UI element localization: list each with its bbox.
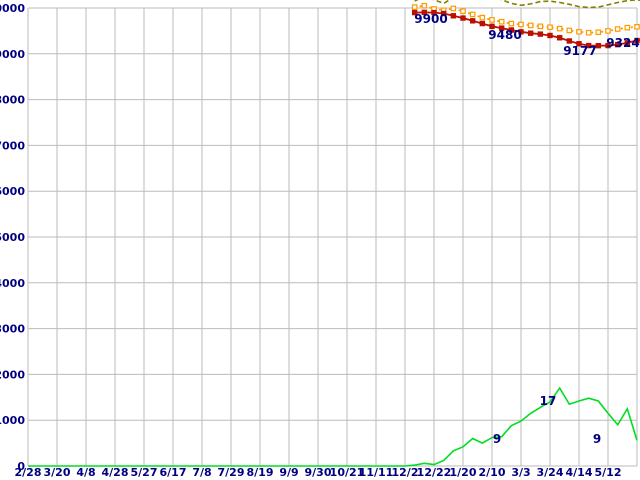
y-tick-label: 9000 — [0, 48, 25, 61]
point-label: 9324 — [606, 36, 639, 50]
marker-lower-red — [537, 31, 544, 37]
grid-layer — [27, 7, 638, 467]
marker-lower-red — [440, 10, 447, 17]
y-tick-label: 10000 — [0, 2, 25, 15]
y-tick-label: 6000 — [0, 185, 25, 198]
x-tick-label: 8/19 — [247, 466, 274, 479]
y-tick-label: 3000 — [0, 323, 25, 336]
marker-lower-red — [566, 38, 573, 44]
marker-middle-orange — [450, 5, 457, 12]
x-tick-label: 6/17 — [160, 466, 187, 479]
marker-middle-orange — [605, 28, 611, 34]
x-tick-label: 4/8 — [76, 466, 95, 479]
x-tick-label: 3/24 — [537, 466, 564, 479]
marker-lower-red — [460, 15, 466, 21]
y-tick-label: 2000 — [0, 368, 25, 381]
marker-middle-orange — [411, 4, 418, 10]
y-tick-label: 0 — [17, 460, 25, 473]
marker-middle-orange — [421, 2, 428, 9]
y-tick-label: 5000 — [0, 231, 25, 244]
x-axis-labels: 2/28 3/20 4/8 4/28 5/27 6/17 7/8 7/29 8/19 9/9 9/3… — [15, 466, 622, 479]
series-layer — [28, 0, 640, 467]
point-label: 9 — [493, 432, 501, 446]
x-tick-label: 4/14 — [566, 466, 593, 479]
point-label: 9900 — [414, 12, 447, 26]
marker-middle-orange — [585, 29, 592, 36]
marker-lower-red — [547, 32, 553, 39]
marker-middle-orange — [614, 26, 621, 32]
x-tick-label: 10/21 — [330, 466, 365, 479]
marker-middle-orange — [576, 29, 582, 35]
x-tick-label: 7/29 — [218, 466, 245, 479]
marker-lower-red — [527, 30, 534, 36]
marker-lower-red — [450, 13, 457, 19]
marker-middle-orange — [489, 17, 495, 23]
marker-lower-red — [605, 42, 611, 49]
marker-lower-red — [614, 41, 621, 48]
point-label: 9480 — [488, 28, 521, 42]
marker-middle-orange — [508, 20, 515, 27]
marker-middle-orange — [634, 23, 640, 30]
marker-middle-orange — [595, 29, 602, 36]
marker-middle-orange — [469, 11, 476, 18]
marker-lower-red — [576, 41, 582, 47]
marker-lower-red — [469, 18, 476, 24]
marker-lower-red — [634, 37, 640, 44]
y-axis-labels: 0 1000 2000 3000 4000 5000 6000 7000 8000 9000 100… — [0, 2, 25, 473]
marker-middle-orange — [537, 23, 544, 30]
point-label: 9 — [593, 432, 601, 446]
marker-lower-red — [489, 23, 495, 30]
point-label: 9177 — [563, 44, 596, 58]
x-tick-label: 11/11 — [359, 466, 394, 479]
marker-lower-red — [585, 42, 592, 49]
marker-lower-red — [498, 25, 505, 31]
x-tick-label: 1/20 — [450, 466, 477, 479]
marker-middle-orange — [479, 14, 486, 21]
marker-middle-orange — [556, 25, 563, 32]
marker-lower-red — [595, 42, 602, 49]
x-tick-label: 7/8 — [192, 466, 211, 479]
series-line-bottom-green — [28, 386, 638, 467]
x-tick-label: 3/20 — [44, 466, 71, 479]
y-tick-label: 1000 — [0, 414, 25, 427]
x-tick-label: 12/2 — [392, 466, 419, 479]
marker-lower-red — [411, 9, 418, 16]
marker-middle-orange — [624, 24, 631, 31]
marker-lower-red — [479, 20, 486, 27]
x-tick-label: 9/9 — [279, 466, 298, 479]
marker-lower-red — [556, 35, 563, 41]
marker-middle-orange — [527, 22, 534, 29]
y-tick-label: 7000 — [0, 139, 25, 152]
x-tick-label: 2/28 — [15, 466, 42, 479]
marker-middle-orange — [498, 18, 505, 25]
x-tick-label: 5/12 — [595, 466, 622, 479]
y-tick-label: 8000 — [0, 94, 25, 107]
x-tick-label: 9/30 — [305, 466, 332, 479]
marker-lower-red — [518, 29, 524, 35]
data-point-labels: 9900 9480 9177 9324 9 17 9 — [414, 12, 639, 446]
marker-lower-red — [421, 9, 428, 16]
marker-middle-orange — [547, 24, 553, 31]
x-tick-label: 2/10 — [479, 466, 506, 479]
marker-middle-orange — [566, 27, 573, 34]
marker-lower-red — [431, 9, 437, 16]
marker-lower-red — [508, 27, 515, 33]
marker-lower-red — [624, 40, 631, 46]
x-tick-label: 5/27 — [131, 466, 158, 479]
x-tick-label: 4/28 — [102, 466, 129, 479]
marker-middle-orange — [460, 8, 466, 15]
marker-middle-orange — [518, 21, 524, 28]
series-line-upper-olive — [414, 0, 640, 9]
x-tick-label: 3/3 — [511, 466, 530, 479]
point-label: 17 — [540, 394, 557, 408]
y-tick-label: 4000 — [0, 277, 25, 290]
x-tick-label: 12/22 — [417, 466, 452, 479]
